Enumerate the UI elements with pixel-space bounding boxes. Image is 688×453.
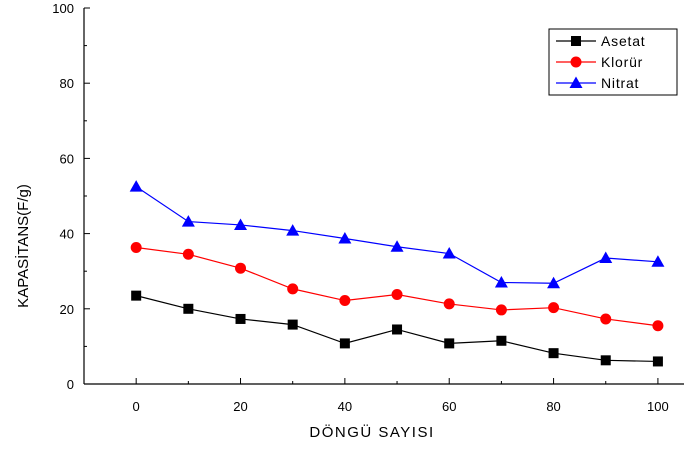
y-tick-label: 40 — [60, 227, 74, 242]
series-asetat — [131, 290, 663, 367]
x-tick-label: 40 — [338, 399, 352, 414]
y-tick-label: 60 — [60, 151, 74, 166]
series-klor-r — [130, 242, 664, 332]
x-tick-label: 20 — [233, 399, 247, 414]
legend-label-asetat: Asetat — [601, 33, 646, 49]
data-point-asetat — [652, 356, 663, 367]
data-point-klor-r — [339, 295, 351, 307]
data-point-asetat — [131, 290, 142, 301]
data-point-klor-r — [600, 313, 612, 325]
data-point-klor-r — [443, 298, 455, 310]
y-tick-label: 20 — [60, 302, 74, 317]
data-point-asetat — [339, 338, 350, 349]
data-point-klor-r — [495, 304, 507, 316]
y-axis-label: KAPASİTANS(F/g) — [14, 184, 32, 308]
data-point-nitrat — [651, 255, 665, 267]
data-point-nitrat — [494, 275, 508, 288]
data-point-nitrat — [547, 276, 561, 289]
legend-label-klor-r: Klorür — [601, 54, 643, 70]
data-point-klor-r — [130, 242, 142, 254]
series-layer — [129, 180, 665, 367]
legend-item-klor-r: Klorür — [556, 54, 643, 70]
data-point-nitrat — [599, 251, 613, 264]
x-tick-label: 80 — [546, 399, 560, 414]
x-axis-label: DÖNGÜ SAYISI — [309, 423, 434, 441]
data-point-nitrat — [442, 247, 456, 259]
data-point-asetat — [444, 338, 455, 349]
data-point-asetat — [235, 313, 246, 324]
data-point-klor-r — [548, 302, 560, 314]
x-tick-label: 0 — [133, 399, 140, 414]
x-tick-label: 60 — [442, 399, 456, 414]
legend-item-asetat: Asetat — [556, 33, 646, 49]
series-line-nitrat — [135, 186, 658, 284]
data-point-klor-r — [652, 320, 664, 332]
legend-label-nitrat: Nitrat — [601, 75, 639, 91]
legend-marker-klor-r — [570, 56, 582, 68]
legend: Asetat Klorür Nitrat — [548, 28, 678, 96]
data-point-nitrat — [181, 215, 195, 227]
y-tick-label: 100 — [52, 1, 74, 16]
y-tick-label: 80 — [60, 76, 74, 91]
data-point-asetat — [548, 348, 559, 359]
data-point-asetat — [183, 303, 194, 314]
data-point-asetat — [287, 319, 298, 330]
legend-item-nitrat: Nitrat — [556, 75, 639, 91]
axes: 0 20 40 60 80 100 0 20 40 60 80 100 — [52, 1, 684, 414]
data-point-nitrat — [234, 218, 248, 230]
x-tick-label: 100 — [647, 399, 669, 414]
series-nitrat — [129, 180, 665, 289]
data-point-klor-r — [235, 262, 247, 274]
data-point-klor-r — [391, 289, 403, 301]
data-point-asetat — [496, 335, 507, 346]
data-point-nitrat — [338, 231, 352, 244]
data-point-nitrat — [129, 180, 143, 192]
data-point-klor-r — [182, 248, 194, 260]
legend-marker-nitrat — [569, 76, 583, 88]
data-point-nitrat — [286, 224, 300, 236]
data-point-asetat — [600, 355, 611, 366]
y-tick-label: 0 — [67, 377, 74, 392]
data-point-klor-r — [287, 283, 299, 295]
data-point-asetat — [392, 324, 403, 335]
legend-marker-asetat — [571, 36, 581, 46]
data-point-nitrat — [390, 240, 404, 252]
